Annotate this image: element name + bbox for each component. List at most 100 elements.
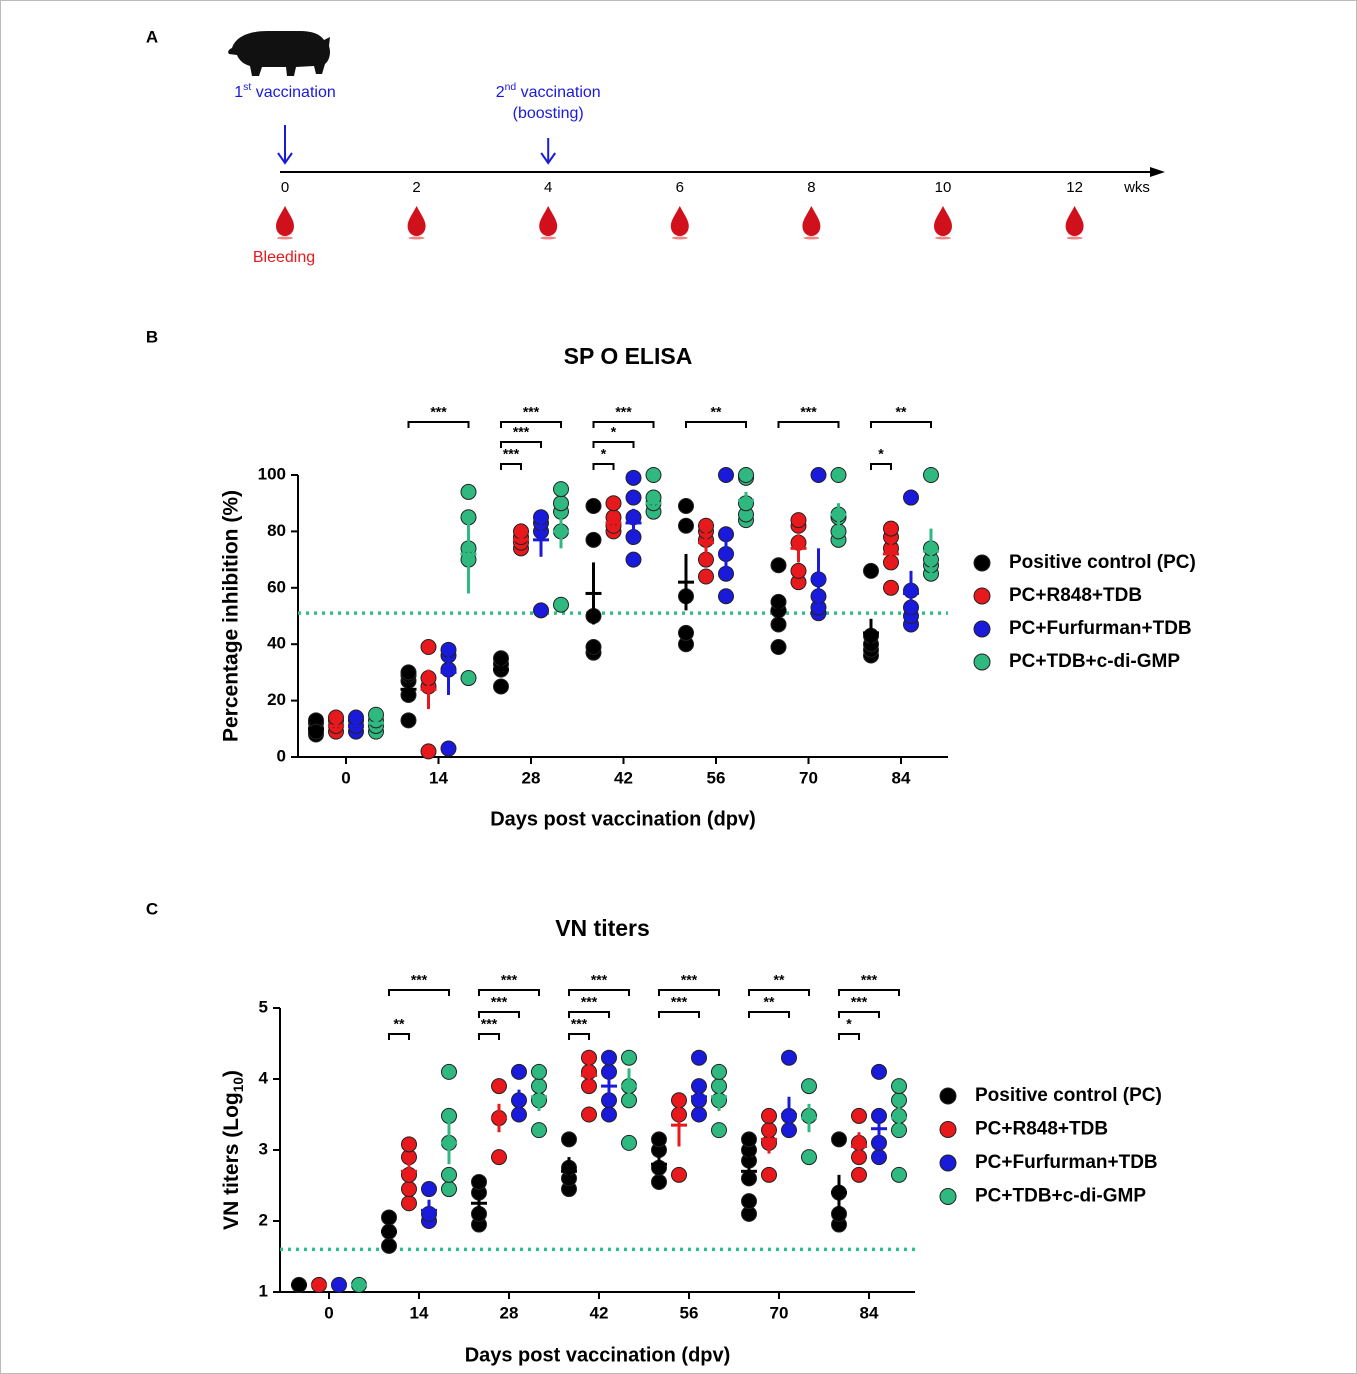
timeline-tick-label: 2 — [412, 179, 420, 196]
data-point — [625, 489, 642, 506]
x-tick-label: 28 — [522, 768, 541, 787]
timeline-arrowhead — [1150, 167, 1165, 177]
significance-bracket — [478, 989, 540, 996]
data-point — [678, 498, 694, 515]
significance-label: ** — [711, 404, 722, 420]
significance-bracket — [388, 989, 450, 996]
significance-bracket — [478, 1011, 520, 1018]
significance-bracket — [870, 463, 892, 470]
y-axis-label: Percentage inhibition (%) — [220, 490, 243, 742]
significance-label: ** — [394, 1016, 405, 1032]
data-point — [601, 1049, 617, 1066]
data-point — [718, 467, 734, 483]
significance-bracket — [592, 421, 655, 428]
vaccination-label: 1st vaccination — [234, 82, 336, 101]
y-axis-label-part: ) — [220, 1070, 243, 1077]
y-tick-label: 4 — [259, 1068, 269, 1087]
legend-label: PC+R848+TDB — [975, 1119, 1108, 1140]
data-point — [328, 709, 344, 726]
data-point — [801, 1078, 817, 1095]
data-point — [830, 467, 847, 483]
significance-label: *** — [681, 972, 698, 988]
vaccination-label-part: 2 — [496, 84, 505, 101]
significance-bracket — [658, 1011, 700, 1018]
data-point — [585, 498, 602, 515]
data-point — [493, 650, 509, 667]
data-point — [691, 1049, 707, 1066]
significance-label: *** — [861, 972, 878, 988]
significance-label: * — [601, 446, 607, 462]
significance-label: *** — [571, 1016, 588, 1032]
significance-label: * — [846, 1016, 852, 1032]
data-point — [718, 588, 734, 605]
blood-drop-shadow — [803, 236, 820, 240]
legend-marker — [939, 1154, 957, 1172]
data-point — [781, 1049, 797, 1066]
x-tick-label: 42 — [590, 1303, 609, 1322]
significance-label: *** — [581, 994, 598, 1010]
x-tick-label: 14 — [429, 768, 448, 787]
data-point — [903, 489, 919, 506]
vaccination-arrowhead — [277, 152, 293, 165]
y-tick-label: 1 — [259, 1281, 268, 1300]
timeline-tick-label: 8 — [807, 179, 815, 196]
vaccination-note: (boosting) — [513, 105, 584, 122]
data-point — [741, 1131, 757, 1148]
significance-bracket — [500, 441, 542, 448]
y-tick-label: 20 — [267, 690, 286, 709]
timeline-tick-label: 4 — [544, 179, 552, 196]
data-point — [621, 1049, 637, 1066]
legend-label: Positive control (PC) — [975, 1085, 1162, 1106]
data-point — [790, 512, 807, 529]
legend-label: PC+Furfurman+TDB — [1009, 618, 1192, 639]
legend-marker — [939, 1121, 957, 1138]
x-tick-label: 70 — [770, 1303, 789, 1322]
data-point — [698, 551, 714, 568]
data-point — [420, 639, 437, 656]
data-point — [770, 639, 787, 656]
x-tick-label: 70 — [799, 768, 818, 787]
data-point — [533, 602, 549, 619]
legend-marker — [973, 653, 991, 671]
y-tick-label: 40 — [267, 634, 286, 653]
significance-bracket — [592, 441, 635, 448]
blood-drop — [407, 206, 426, 236]
y-axis-label: VN titers (Log10) — [220, 1070, 247, 1230]
data-point — [441, 1166, 457, 1183]
x-axis-label: Days post vaccination (dpv) — [465, 1344, 731, 1366]
significance-bracket — [838, 989, 900, 996]
significance-label: *** — [591, 972, 608, 988]
data-point — [761, 1166, 777, 1183]
legend-marker — [939, 1087, 957, 1105]
significance-label: *** — [481, 1016, 498, 1032]
significance-label: *** — [503, 446, 520, 462]
data-point — [645, 467, 662, 483]
data-point — [491, 1078, 507, 1095]
data-point — [553, 596, 569, 613]
significance-bracket — [685, 421, 747, 428]
y-tick-label: 0 — [277, 746, 286, 765]
significance-label: *** — [513, 424, 530, 440]
significance-label: *** — [615, 404, 632, 420]
vaccination-label-part: nd — [505, 82, 517, 93]
x-tick-label: 0 — [341, 768, 350, 787]
x-tick-label: 14 — [410, 1303, 429, 1322]
significance-bracket — [748, 1011, 790, 1018]
data-point — [401, 1181, 417, 1198]
vaccination-label-part: st — [243, 82, 251, 93]
significance-bracket — [870, 421, 932, 428]
data-point — [533, 509, 549, 526]
data-point — [348, 709, 364, 726]
data-point — [585, 639, 602, 656]
data-point — [621, 1134, 637, 1151]
significance-bracket — [658, 989, 720, 996]
data-point — [460, 483, 477, 500]
significance-bracket — [568, 1011, 610, 1018]
y-tick-label: 2 — [259, 1210, 268, 1229]
data-point — [711, 1122, 727, 1139]
legend-marker — [973, 587, 991, 605]
panel-label: C — [146, 899, 158, 918]
data-point — [698, 517, 714, 534]
blood-drop — [934, 206, 952, 236]
